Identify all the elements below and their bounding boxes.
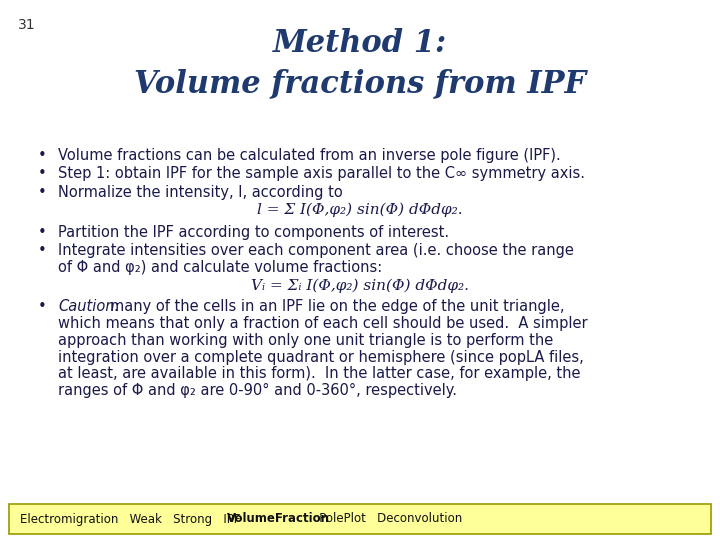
Text: which means that only a fraction of each cell should be used.  A simpler: which means that only a fraction of each…: [58, 316, 588, 331]
Text: Electromigration   Weak   Strong   IPF: Electromigration Weak Strong IPF: [20, 512, 251, 525]
Text: at least, are available in this form).  In the latter case, for example, the: at least, are available in this form). I…: [58, 367, 580, 381]
Text: •: •: [38, 225, 47, 240]
Text: •: •: [38, 243, 47, 258]
Text: Normalize the intensity, I, according to: Normalize the intensity, I, according to: [58, 185, 343, 200]
Text: •: •: [38, 166, 47, 181]
Text: Method 1:: Method 1:: [273, 28, 447, 59]
Text: l = Σ I(Φ,φ₂) sin(Φ) dΦdφ₂.: l = Σ I(Φ,φ₂) sin(Φ) dΦdφ₂.: [257, 202, 463, 217]
Text: Volume fractions from IPF: Volume fractions from IPF: [134, 68, 586, 99]
Text: •: •: [38, 185, 47, 200]
FancyBboxPatch shape: [9, 504, 711, 534]
Text: approach than working with only one unit triangle is to perform the: approach than working with only one unit…: [58, 333, 553, 348]
Text: ranges of Φ and φ₂ are 0-90° and 0-360°, respectively.: ranges of Φ and φ₂ are 0-90° and 0-360°,…: [58, 383, 457, 398]
Text: Vᵢ = Σᵢ I(Φ,φ₂) sin(Φ) dΦdφ₂.: Vᵢ = Σᵢ I(Φ,φ₂) sin(Φ) dΦdφ₂.: [251, 279, 469, 293]
Text: Step 1: obtain IPF for the sample axis parallel to the C∞ symmetry axis.: Step 1: obtain IPF for the sample axis p…: [58, 166, 585, 181]
Text: •: •: [38, 299, 47, 314]
Text: •: •: [38, 148, 47, 163]
Text: of Φ and φ₂) and calculate volume fractions:: of Φ and φ₂) and calculate volume fracti…: [58, 260, 382, 275]
Text: PolePlot   Deconvolution: PolePlot Deconvolution: [308, 512, 462, 525]
Text: Volume fractions can be calculated from an inverse pole figure (IPF).: Volume fractions can be calculated from …: [58, 148, 561, 163]
Text: Caution:: Caution:: [58, 299, 120, 314]
Text: Partition the IPF according to components of interest.: Partition the IPF according to component…: [58, 225, 449, 240]
Text: integration over a complete quadrant or hemisphere (since popLA files,: integration over a complete quadrant or …: [58, 349, 584, 364]
Text: 31: 31: [18, 18, 35, 32]
Text: VolumeFraction: VolumeFraction: [227, 512, 330, 525]
Text: Integrate intensities over each component area (i.e. choose the range: Integrate intensities over each componen…: [58, 243, 574, 258]
Text: many of the cells in an IPF lie on the edge of the unit triangle,: many of the cells in an IPF lie on the e…: [110, 299, 564, 314]
